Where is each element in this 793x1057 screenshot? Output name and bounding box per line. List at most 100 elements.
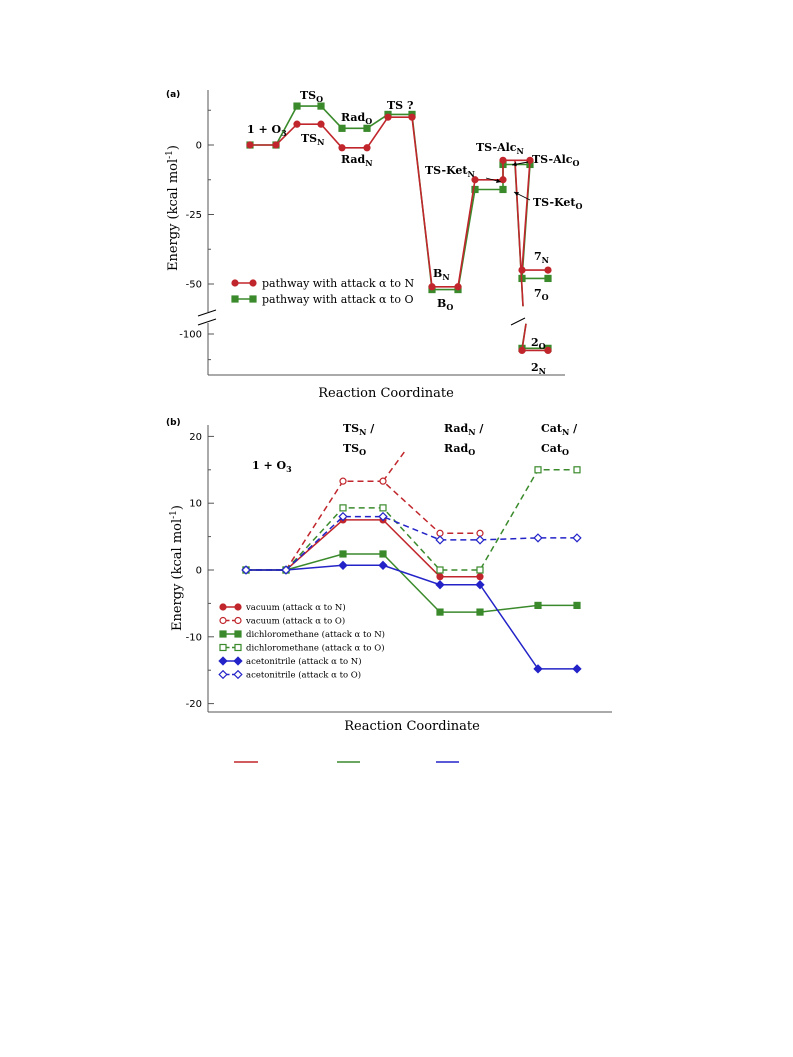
axis-break-mark <box>197 309 217 317</box>
point-a <box>471 185 479 194</box>
legend-label-b: acetonitrile (attack α to N) <box>246 656 362 667</box>
annotation-a: TS-AlcN <box>476 141 524 156</box>
point-b <box>379 550 387 558</box>
annotation-a: 1 + O3 <box>247 123 287 138</box>
legend-marker-a <box>231 279 239 287</box>
point-a <box>454 283 462 291</box>
annotation-a: TS-AlcO <box>532 153 580 168</box>
annotation-b: TSO <box>343 442 366 457</box>
x-axis-label-a: Reaction Coordinate <box>318 386 454 401</box>
legend-marker-b <box>234 630 242 638</box>
legend-marker-b <box>234 603 242 611</box>
y-tick-label-b: -20 <box>186 699 202 710</box>
point-b <box>476 608 484 616</box>
y-tick-label-b: 10 <box>189 499 202 510</box>
point-a <box>384 113 392 121</box>
point-a <box>499 176 507 184</box>
legend-label-a: pathway with attack α to N <box>262 277 414 290</box>
annotation-a: TSO <box>300 89 323 104</box>
point-b <box>378 511 388 522</box>
point-b <box>241 565 251 575</box>
y-tick-label-a: -100 <box>179 330 202 341</box>
point-a <box>408 113 416 121</box>
legend-label-b: acetonitrile (attack α to O) <box>246 670 361 681</box>
legend-label-b: vacuum (attack α to O) <box>245 616 345 627</box>
annotation-a: 7N <box>534 250 549 265</box>
legend-marker-b <box>219 630 227 638</box>
point-a <box>338 124 346 132</box>
annotation-arrowhead <box>496 178 501 183</box>
series-line-b-4 <box>246 564 577 670</box>
point-b <box>339 550 347 558</box>
point-b <box>435 535 445 545</box>
legend-marker-b <box>218 656 228 666</box>
point-b <box>534 466 542 474</box>
point-b <box>281 565 291 575</box>
panel-a: (a) 0 -25 -50 -100 Energy (kcal mol-1) Reactio… <box>165 89 583 401</box>
series-line-a-o <box>250 105 548 291</box>
point-a <box>428 283 436 291</box>
point-a <box>526 156 534 164</box>
point-a <box>293 120 301 128</box>
annotation-arrowhead <box>512 162 517 167</box>
point-b <box>338 560 348 570</box>
point-b <box>572 533 582 543</box>
point-b <box>476 566 484 574</box>
point-b <box>534 601 542 610</box>
panel-label-a: (a) <box>166 90 180 100</box>
annotation-a: RadO <box>341 111 372 126</box>
legend-marker-b <box>218 669 228 680</box>
point-a <box>499 156 507 164</box>
legend-marker-b <box>219 603 227 611</box>
legend-label-b: vacuum (attack α to N) <box>245 602 346 613</box>
annotation-b: CatN / <box>541 422 578 437</box>
point-b <box>436 573 444 581</box>
annotation-a: 2O <box>531 336 546 351</box>
annotation-a: 7O <box>534 287 549 302</box>
y-axis-label-a: Energy (kcal mol-1) <box>165 145 181 271</box>
point-b <box>339 504 347 512</box>
x-axis-label-b: Reaction Coordinate <box>344 719 480 734</box>
y-tick-label-b: -10 <box>186 632 202 643</box>
y-tick-label-b: 0 <box>196 566 202 577</box>
legend-marker-b <box>219 643 227 652</box>
point-a <box>317 102 325 110</box>
point-a <box>317 120 325 128</box>
point-b <box>436 566 444 574</box>
legend-marker-a <box>249 295 257 303</box>
y-axis-label-b: Energy (kcal mol-1) <box>169 505 185 631</box>
point-a <box>246 141 254 149</box>
series-line-b-0 <box>246 519 480 578</box>
point-a <box>544 346 552 354</box>
legend-marker-b <box>219 616 227 625</box>
y-tick-label-a: -50 <box>186 280 202 291</box>
point-a <box>338 144 346 152</box>
annotation-b: RadN / <box>444 422 484 437</box>
legend-marker-a <box>231 295 239 303</box>
panel-label-b: (b) <box>166 418 181 428</box>
series-line-b-3 <box>246 469 577 571</box>
legend-marker-b <box>234 643 242 652</box>
point-b <box>475 535 485 545</box>
legend-label-b: dichloromethane (attack α to O) <box>246 643 385 654</box>
point-b <box>476 573 484 581</box>
annotation-a: BO <box>437 297 453 312</box>
legend-marker-b <box>234 616 242 625</box>
point-b <box>573 601 581 610</box>
annotation-arrowhead <box>514 192 519 196</box>
panel-b: (b) 20 10 0 -10 -20 Energy (kcal mol-1) Reactio… <box>166 418 612 734</box>
point-a <box>544 274 552 283</box>
point-a <box>363 124 371 132</box>
series-line-b-2 <box>246 553 577 613</box>
annotation-a: BN <box>433 267 450 282</box>
point-b <box>379 477 387 485</box>
annotation-a: TS ? <box>387 99 413 112</box>
point-b <box>338 511 348 522</box>
annotation-b: TSN / <box>343 422 375 437</box>
annotation-a: 2N <box>531 361 546 376</box>
annotation-b: RadO <box>444 442 475 457</box>
point-b <box>435 580 445 590</box>
legend-marker-b <box>233 656 243 666</box>
point-b <box>339 477 347 485</box>
